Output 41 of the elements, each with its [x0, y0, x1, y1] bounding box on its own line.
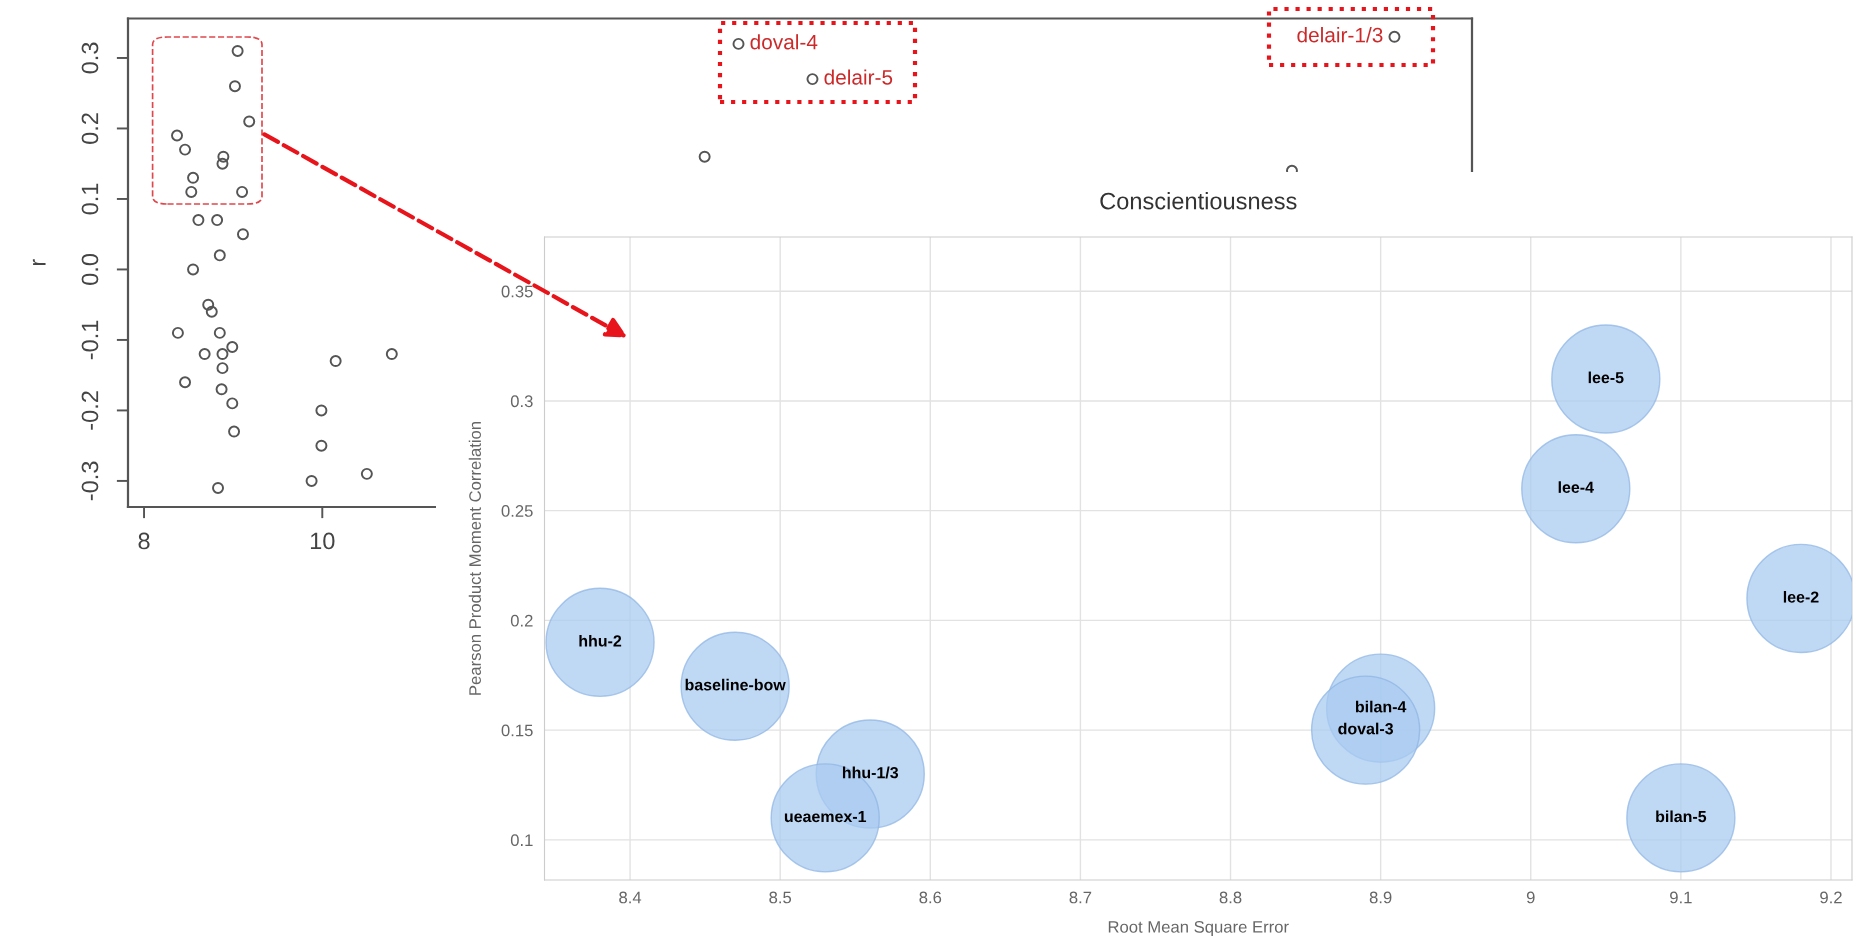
y-tick-label: -0.2	[81, 391, 99, 430]
y-tick-label: 0.15	[501, 724, 533, 737]
x-tick-label: 8.7	[1069, 891, 1092, 904]
annotation: bilan-5	[1656, 810, 1707, 823]
annotation: lee-2	[1783, 591, 1819, 603]
x-tick-label: 9.1	[1670, 891, 1692, 904]
annotation: lee-4	[1558, 481, 1594, 493]
y-tick-label: 0.0	[81, 253, 99, 285]
chart-title: Conscientiousness	[1100, 192, 1297, 210]
y-tick-label: 0.35	[501, 285, 533, 298]
y-tick-label: 0.1	[81, 183, 99, 215]
y-tick-label: 0.3	[81, 42, 99, 74]
y-tick-label: 0.3	[510, 395, 533, 408]
annotation: hhu-1/3	[842, 766, 899, 779]
x-tick-label: 8.5	[769, 891, 792, 904]
y-tick-label: -0.1	[81, 320, 99, 360]
y-tick-label: 0.2	[81, 113, 99, 144]
annotation: baseline-bow	[685, 678, 786, 691]
y-axis-title: r	[32, 259, 46, 266]
x-tick-label: 9	[1526, 891, 1535, 904]
x-tick-label: 8.4	[619, 891, 642, 904]
x-axis-title: Root Mean Square Error	[1108, 920, 1289, 937]
x-tick-label: 8.9	[1369, 891, 1392, 904]
annotation: hhu-2	[579, 634, 622, 647]
y-tick-label: -0.3	[81, 461, 99, 501]
y-tick-label: 0.25	[501, 505, 533, 517]
y-axis-title: Pearson Product Moment Correlation	[468, 422, 481, 695]
annotation: ueaemex-1	[784, 811, 867, 823]
y-tick-label: 0.2	[510, 614, 533, 627]
annotation: delair-5	[824, 69, 893, 85]
annotation: bilan-4	[1355, 700, 1407, 713]
x-tick-label: 10	[310, 532, 335, 550]
x-tick-label: 8.8	[1219, 891, 1242, 904]
annotation: delair-1/3	[1297, 27, 1383, 43]
annotation: doval-4	[750, 34, 818, 50]
annotation: doval-3	[1338, 722, 1394, 735]
x-tick-label: 8.6	[919, 891, 942, 904]
annotation: lee-5	[1588, 371, 1624, 384]
y-tick-label: 0.1	[510, 834, 533, 847]
x-tick-label: 8	[138, 532, 150, 550]
x-tick-label: 9.2	[1820, 891, 1842, 904]
